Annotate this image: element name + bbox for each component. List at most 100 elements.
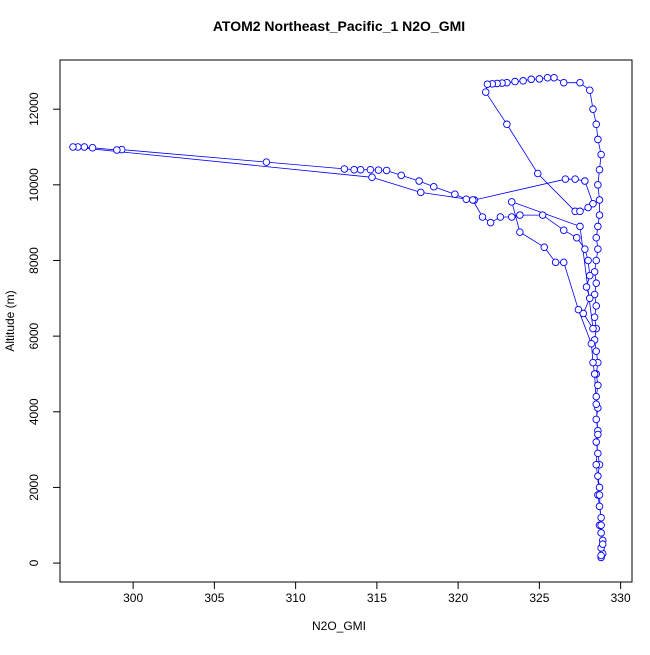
data-point — [478, 213, 487, 221]
x-tick-label: 320 — [448, 591, 468, 605]
data-point — [579, 309, 588, 318]
data-point — [503, 120, 511, 129]
data-point — [80, 143, 89, 151]
x-tick-label: 330 — [611, 591, 631, 605]
y-tick-label: 0 — [27, 559, 41, 566]
x-tick-label: 315 — [367, 591, 387, 605]
data-point — [540, 243, 549, 251]
data-point — [551, 258, 560, 267]
data-point — [113, 146, 121, 154]
data-point — [508, 198, 516, 206]
data-point — [581, 245, 589, 253]
data-line — [72, 77, 604, 558]
data-point — [511, 77, 519, 86]
data-point — [340, 165, 349, 173]
data-point — [590, 290, 599, 299]
data-point — [382, 166, 391, 175]
data-point — [582, 283, 591, 291]
data-point — [519, 77, 527, 85]
data-point — [594, 181, 602, 189]
data-point — [586, 271, 594, 280]
data-point — [368, 173, 376, 182]
data-point — [597, 513, 605, 522]
data-point — [550, 74, 558, 82]
data-point — [527, 75, 536, 84]
data-point — [469, 196, 477, 204]
x-tick-label: 305 — [204, 591, 224, 605]
data-point — [574, 305, 583, 314]
data-point — [262, 158, 271, 166]
data-point — [571, 175, 579, 183]
data-point — [595, 491, 604, 499]
data-point — [592, 302, 601, 310]
data-point — [589, 199, 597, 208]
data-point — [590, 268, 599, 276]
data-point — [482, 88, 490, 96]
y-tick-label: 6000 — [27, 322, 41, 349]
data-point — [374, 166, 383, 174]
data-point — [534, 169, 542, 178]
data-point — [516, 211, 524, 219]
chart-title: ATOM2 Northeast_Pacific_1 N2O_GMI — [213, 18, 465, 34]
x-tick-label: 300 — [123, 591, 143, 605]
data-point — [597, 529, 605, 537]
data-point — [594, 135, 602, 144]
data-point — [586, 86, 594, 95]
data-point — [69, 143, 77, 151]
data-point — [597, 521, 605, 530]
data-point — [592, 256, 601, 265]
data-point — [366, 165, 375, 174]
data-point — [576, 78, 584, 87]
data-point — [595, 196, 604, 204]
data-point — [560, 78, 568, 87]
data-point — [415, 177, 423, 185]
data-point — [592, 415, 601, 424]
data-point — [594, 381, 602, 390]
plot-frame — [59, 59, 633, 583]
data-point — [589, 324, 597, 333]
data-point — [587, 339, 596, 348]
data-point — [543, 74, 552, 82]
data-point — [595, 165, 604, 174]
data-point — [594, 430, 602, 439]
data-point — [592, 438, 601, 446]
data-point — [573, 234, 581, 242]
data-point — [496, 213, 505, 221]
y-tick-label: 8000 — [27, 247, 41, 274]
data-point — [592, 347, 601, 356]
data-point — [589, 105, 597, 113]
data-point — [483, 80, 492, 88]
y-tick-label: 4000 — [27, 398, 41, 425]
data-point — [590, 313, 599, 321]
data-point — [356, 165, 365, 174]
data-point — [594, 245, 602, 253]
data-point — [535, 75, 544, 83]
data-point — [595, 483, 604, 492]
data-point — [88, 144, 97, 152]
data-point — [592, 400, 601, 408]
data-point — [486, 218, 495, 227]
data-point — [560, 258, 568, 267]
data-point — [594, 472, 602, 480]
data-point — [576, 222, 584, 231]
data-point — [451, 190, 459, 199]
y-tick-label: 2000 — [27, 474, 41, 501]
data-point — [594, 449, 602, 458]
data-point — [430, 182, 438, 191]
data-point — [592, 234, 601, 242]
data-point — [508, 213, 516, 221]
data-point — [584, 256, 592, 265]
data-point — [350, 165, 358, 174]
data-point — [597, 551, 605, 560]
x-tick-label: 310 — [286, 591, 306, 605]
data-point — [516, 228, 524, 236]
data-point — [592, 120, 601, 129]
data-point — [595, 502, 604, 511]
data-point — [538, 211, 547, 219]
data-point — [462, 195, 471, 203]
y-tick-label: 10000 — [27, 168, 41, 202]
data-point — [581, 177, 589, 185]
data-point — [560, 226, 568, 234]
data-point — [576, 207, 584, 216]
